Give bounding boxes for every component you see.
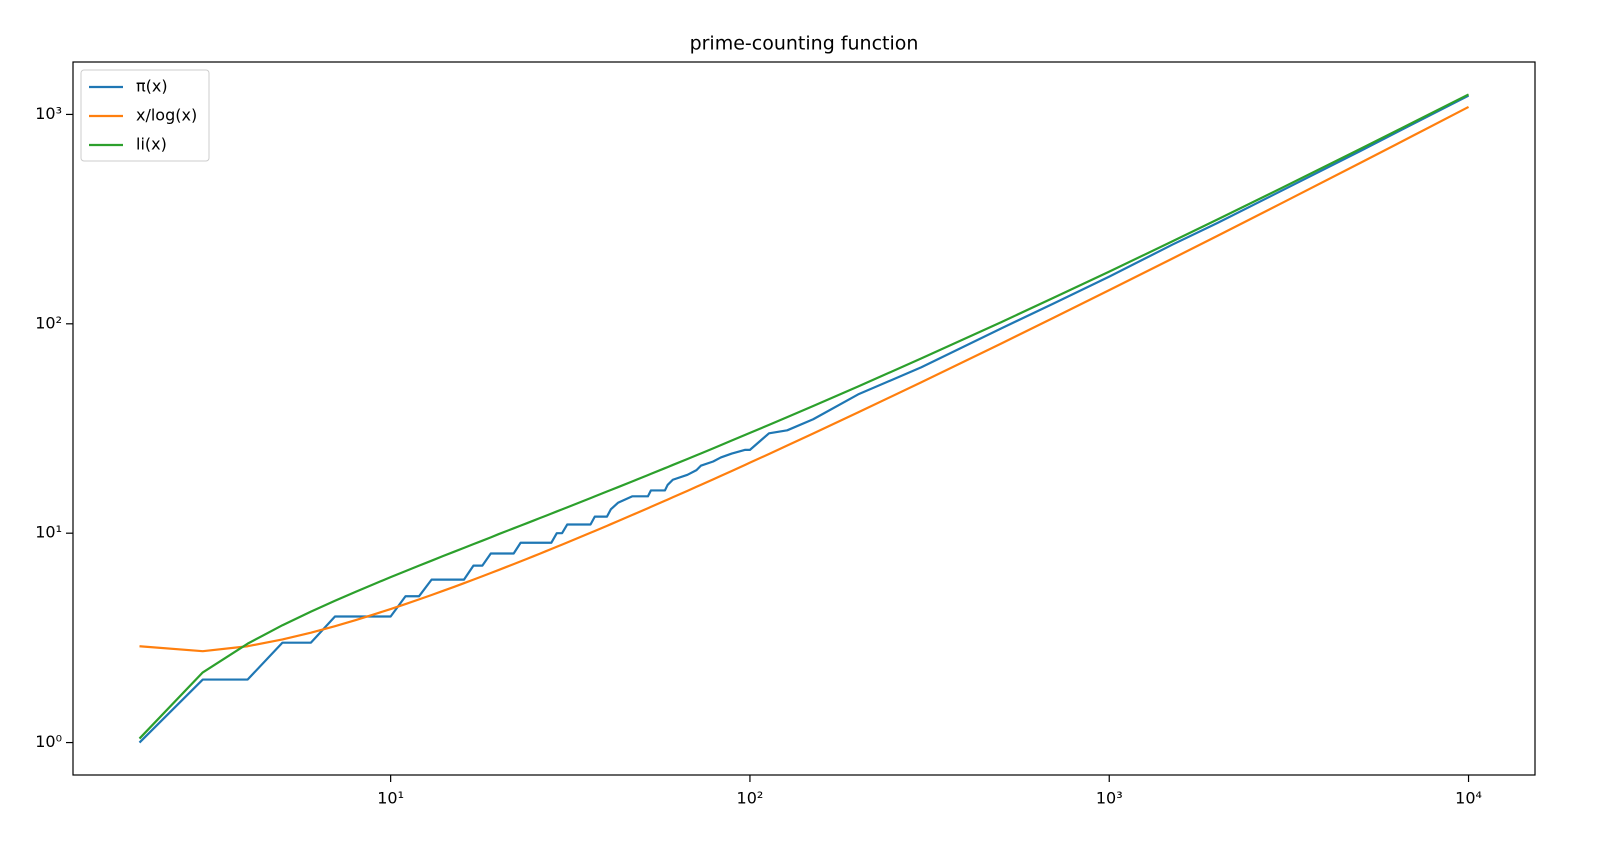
legend-label: li(x) (136, 135, 167, 154)
y-tick-label: 10⁰ (35, 732, 62, 751)
legend-label: x/log(x) (136, 106, 197, 125)
plot-frame (72, 61, 1536, 776)
legend-label: π(x) (136, 77, 168, 96)
y-tick-label: 10² (35, 313, 62, 332)
x-tick-label: 10¹ (377, 789, 404, 808)
series-line (138, 94, 1470, 744)
x-tick-label: 10⁴ (1455, 789, 1482, 808)
y-tick-label: 10¹ (35, 523, 62, 542)
legend-box (80, 69, 210, 162)
series-line (138, 93, 1470, 740)
series-line (139, 105, 1470, 653)
chart-title: prime-counting function (690, 33, 919, 55)
x-tick-label: 10³ (1096, 789, 1123, 808)
y-tick-label: 10³ (35, 104, 62, 123)
x-tick-label: 10² (737, 789, 764, 808)
